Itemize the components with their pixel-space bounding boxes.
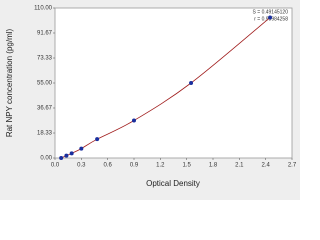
data-point [132, 118, 136, 123]
y-tick-label: 36.67 [37, 106, 53, 112]
y-tick-label: 18.33 [37, 131, 53, 137]
plot-area [54, 7, 293, 159]
x-tick-label: 1.8 [209, 163, 218, 169]
x-tick-label: 2.4 [261, 163, 270, 169]
x-tick-label: 2.7 [288, 163, 297, 169]
chart: Optical Density Rat NPY concentration (p… [0, 0, 300, 200]
data-point [189, 81, 194, 85]
x-tick-label: 0.9 [130, 163, 139, 169]
x-tick-label: 0.0 [51, 163, 60, 169]
y-tick-label: 91.67 [37, 31, 53, 37]
annotation: r = 0.99984258 [254, 16, 288, 22]
x-tick-label: 1.5 [182, 163, 191, 169]
y-tick-label: 110.00 [34, 6, 53, 12]
x-tick-label: 2.1 [235, 163, 244, 169]
data-point [64, 153, 69, 158]
x-tick-label: 0.3 [77, 163, 86, 169]
x-axis-label: Optical Density [146, 179, 200, 188]
y-tick-label: 73.33 [37, 56, 53, 62]
data-point [268, 15, 273, 20]
data-point [69, 151, 74, 156]
x-tick-label: 0.6 [103, 163, 112, 169]
y-axis-label: Rat NPY concentration (pg/ml) [5, 28, 14, 137]
x-tick-label: 1.2 [156, 163, 165, 169]
y-tick-label: 0.00 [40, 156, 52, 162]
data-point [79, 146, 84, 151]
y-tick-label: 55.00 [37, 81, 53, 87]
page: Optical Density Rat NPY concentration (p… [0, 0, 300, 200]
data-point [95, 137, 100, 142]
data-point [59, 156, 64, 160]
annotation: S = 0.49145120 [253, 9, 289, 15]
